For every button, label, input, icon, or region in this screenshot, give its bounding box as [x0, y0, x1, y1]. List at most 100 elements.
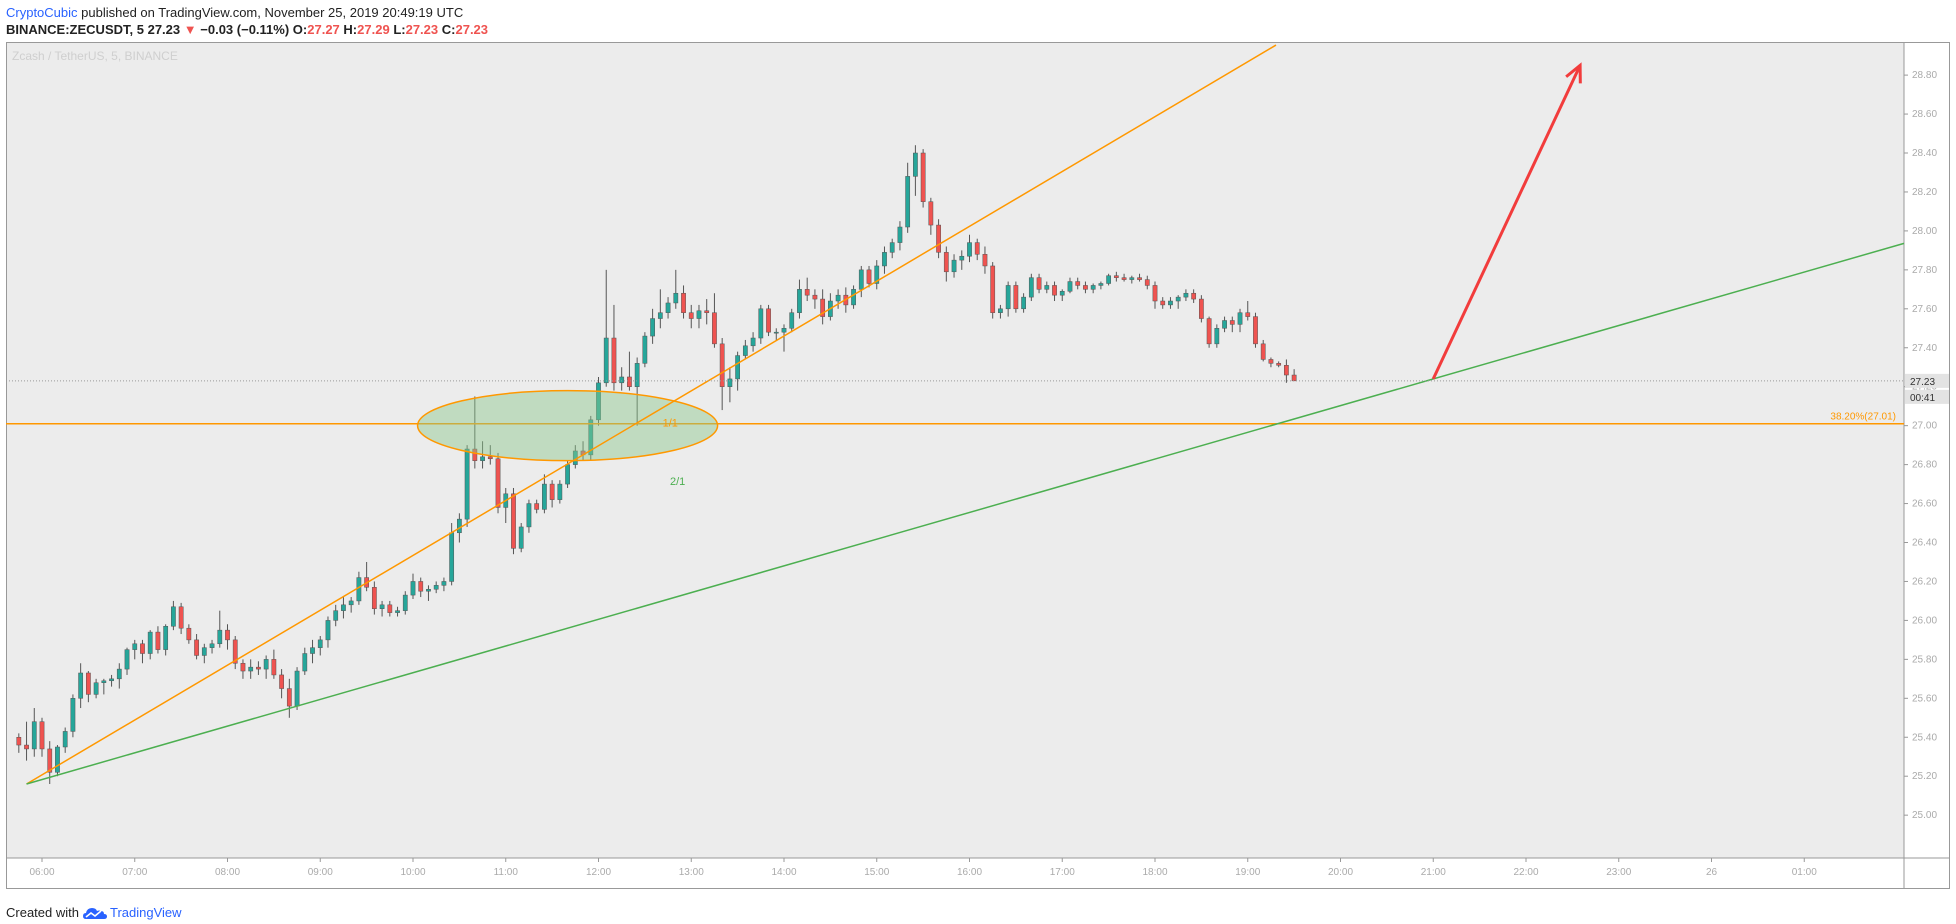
- candlestick-chart[interactable]: 28.80 28.60 28.40 28.20 28.00 27.80 27.60 27.40…: [6, 42, 1950, 889]
- y-tick-label: 26.20: [1912, 576, 1937, 587]
- y-tick-label: 28.40: [1912, 148, 1937, 159]
- candle-body: [1260, 343, 1266, 360]
- candle-body: [294, 670, 300, 707]
- candle-body: [1237, 312, 1243, 325]
- candle-body: [1106, 275, 1112, 284]
- candle-body: [974, 242, 980, 255]
- candle-body: [750, 337, 756, 347]
- candle-body: [456, 518, 462, 534]
- candle-body: [518, 526, 524, 549]
- candle-body: [1137, 277, 1142, 280]
- candle-body: [1083, 285, 1088, 290]
- candle-body: [967, 242, 972, 257]
- x-tick-label: 21:00: [1421, 867, 1446, 878]
- candle-body: [874, 265, 880, 284]
- y-tick-label: 25.00: [1912, 810, 1937, 821]
- x-tick-label: 16:00: [957, 867, 982, 878]
- candle-body: [866, 269, 872, 284]
- candle-body: [998, 308, 1003, 313]
- candle-body: [93, 682, 99, 695]
- candle-body: [773, 331, 779, 334]
- candle-body: [851, 289, 856, 306]
- orange-trend-line: [26, 44, 1277, 785]
- candle-body: [1284, 365, 1289, 376]
- projection-arrow: [1431, 64, 1582, 380]
- candle-body: [1059, 291, 1065, 296]
- last-price-tag: [1905, 373, 1949, 388]
- candle-body: [1276, 363, 1282, 366]
- x-tick-label: 09:00: [308, 867, 333, 878]
- chart-pane: [6, 42, 1904, 858]
- candle-body: [472, 448, 478, 461]
- candle-body: [1129, 277, 1135, 280]
- y-tick-label: 26.80: [1912, 460, 1937, 471]
- candle-body: [1028, 277, 1034, 298]
- candle-body: [201, 647, 207, 656]
- close-value: 27.23: [455, 22, 489, 37]
- down-triangle-icon: ▼: [183, 22, 197, 37]
- candle-body: [951, 259, 957, 273]
- candle-body: [16, 737, 22, 746]
- author-link[interactable]: CryptoCubic: [6, 5, 78, 20]
- x-tick-label: 10:00: [400, 867, 425, 878]
- candle-body: [889, 242, 895, 253]
- x-tick-label: 19:00: [1235, 867, 1260, 878]
- y-tick-label: 25.40: [1912, 732, 1937, 743]
- x-tick-label: 06:00: [29, 867, 54, 878]
- chart-header: CryptoCubic published on TradingView.com…: [6, 4, 488, 38]
- chart-frame[interactable]: 28.80 28.60 28.40 28.20 28.00 27.80 27.60 27.40…: [6, 42, 1950, 889]
- candle-body: [1121, 277, 1127, 280]
- candle-body: [542, 483, 547, 510]
- candle-body: [101, 680, 107, 683]
- candle-body: [650, 318, 655, 337]
- symbol-line: BINANCE:ZECUSDT, 5 27.23 ▼ −0.03 (−0.11%…: [6, 21, 488, 38]
- candle-body: [797, 289, 802, 313]
- close-label: C:: [441, 22, 456, 37]
- candle-body: [155, 631, 161, 650]
- y-tick-label: 25.20: [1912, 771, 1937, 782]
- candle-body: [163, 625, 169, 650]
- candle-body: [286, 688, 292, 707]
- x-tick-label: 01:00: [1792, 867, 1817, 878]
- candle-body: [1253, 316, 1258, 345]
- tradingview-logo[interactable]: TradingView: [82, 905, 182, 920]
- candle-body: [171, 606, 176, 627]
- candle-body: [627, 376, 632, 387]
- candle-body: [943, 252, 949, 273]
- candle-body: [603, 337, 609, 384]
- candle-body: [665, 302, 671, 313]
- candle-body: [124, 649, 130, 670]
- y-tick-label: 28.20: [1912, 187, 1937, 198]
- candle-body: [704, 310, 710, 313]
- price-change: −0.03 (−0.11%): [200, 22, 290, 37]
- chart-border: [6, 42, 1950, 889]
- candle-body: [232, 639, 238, 664]
- candle-body: [31, 721, 37, 750]
- candle-body: [619, 376, 625, 384]
- candle-body: [1214, 328, 1220, 345]
- candle-body: [317, 639, 323, 648]
- candle-body: [534, 503, 540, 510]
- candle-body: [449, 532, 455, 582]
- candle-body: [1152, 285, 1158, 302]
- candle-body: [735, 355, 741, 380]
- candle-body: [140, 643, 145, 654]
- candle-body: [410, 581, 416, 596]
- x-tick-label: 18:00: [1142, 867, 1167, 878]
- footer: Created with TradingView: [6, 905, 182, 920]
- x-tick-label: 26: [1706, 867, 1718, 878]
- open-label: O:: [292, 22, 308, 37]
- open-value: 27.27: [307, 22, 340, 37]
- low-label: L:: [393, 22, 406, 37]
- candle-body: [186, 627, 192, 641]
- high-label: H:: [343, 22, 358, 37]
- candle-body: [256, 666, 261, 670]
- x-tick-label: 23:00: [1606, 867, 1631, 878]
- x-tick-label: 22:00: [1513, 867, 1538, 878]
- candle-body: [1144, 279, 1150, 286]
- candle-body: [766, 308, 771, 333]
- candle-body: [147, 631, 153, 654]
- candle-body: [1036, 277, 1042, 290]
- candle-body: [263, 659, 269, 670]
- candle-body: [418, 581, 424, 592]
